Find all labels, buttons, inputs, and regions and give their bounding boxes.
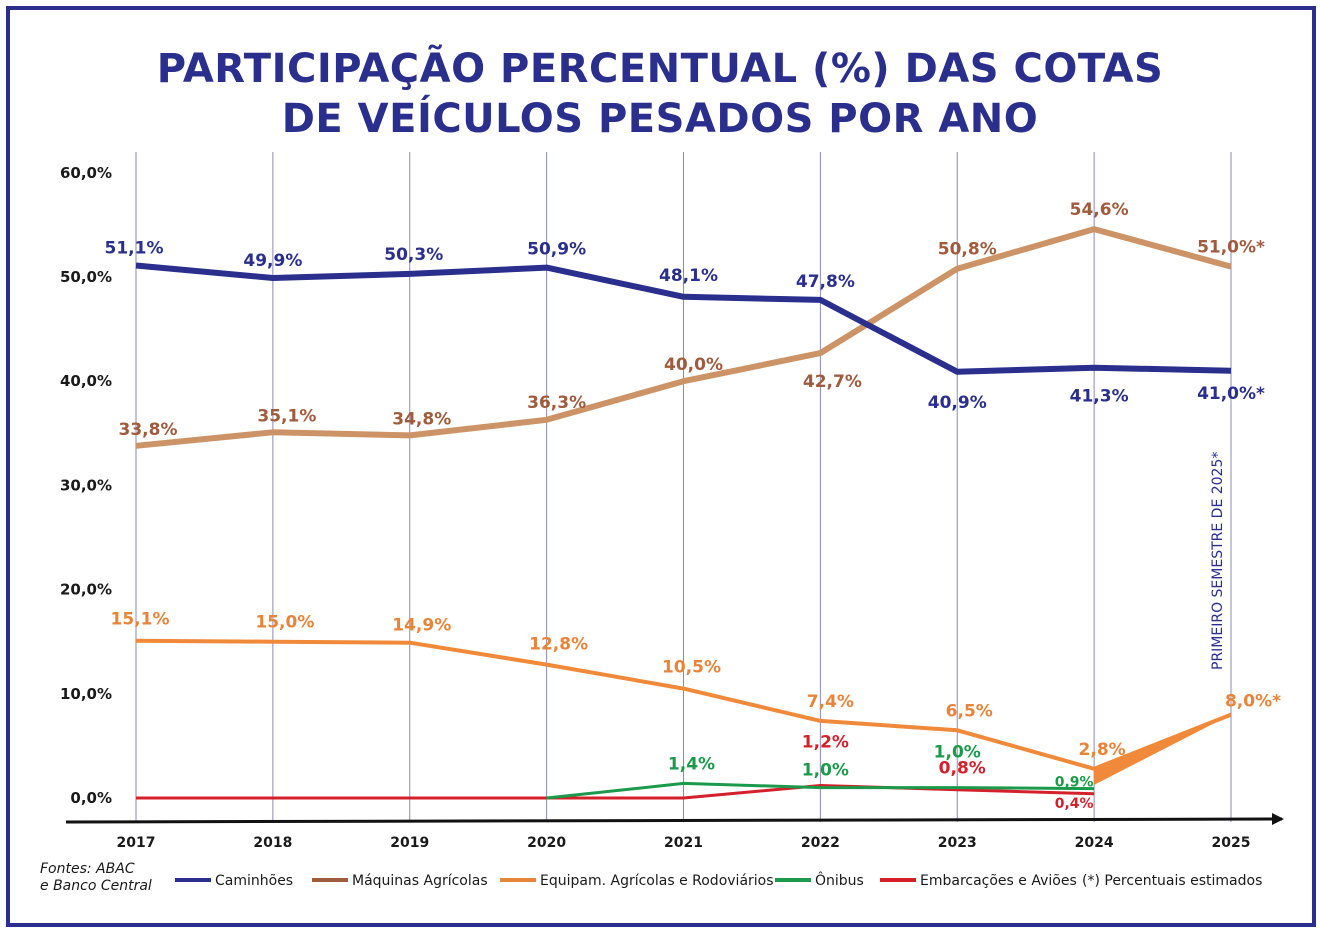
data-label: 49,9%	[243, 251, 302, 271]
title-line-1: PARTICIPAÇÃO PERCENTUAL (%) DAS COTAS	[156, 46, 1164, 92]
y-tick-label: 10,0%	[60, 685, 112, 703]
x-tick-label: 2025	[1212, 835, 1251, 851]
data-label: 1,2%	[802, 732, 849, 752]
source-line-1: Fontes: ABAC	[40, 861, 135, 877]
data-label: 41,3%	[1070, 387, 1129, 407]
x-axis-line	[65, 813, 1284, 826]
data-label: 50,9%	[527, 240, 586, 260]
legend-label: Caminhões	[215, 873, 293, 889]
data-label: 50,8%	[938, 240, 997, 260]
x-tick-label: 2018	[253, 835, 292, 851]
vertical-note: PRIMEIRO SEMESTRE DE 2025*	[1210, 452, 1226, 670]
data-label: 1,0%	[934, 743, 981, 763]
data-label: 1,4%	[668, 754, 715, 774]
data-label: 0,9%	[1055, 775, 1094, 791]
data-label: 12,8%	[529, 635, 588, 655]
data-label: 7,4%	[807, 692, 854, 712]
x-tick-label: 2023	[938, 835, 977, 851]
estimate-wedge	[1094, 714, 1231, 785]
legend-label: Equipam. Agrícolas e Rodoviários	[540, 873, 774, 889]
y-tick-label: 30,0%	[60, 476, 112, 494]
data-label: 35,1%	[257, 406, 316, 426]
data-label: 2,8%	[1079, 740, 1126, 760]
y-tick-label: 40,0%	[60, 372, 112, 390]
data-label: 14,9%	[392, 616, 451, 636]
series-lines	[135, 226, 1232, 800]
data-label: 33,8%	[119, 420, 178, 440]
data-label: 36,3%	[527, 393, 586, 413]
data-label: 8,0%*	[1225, 692, 1281, 712]
series-line-1	[135, 226, 1232, 449]
x-tick-label: 2022	[801, 835, 840, 851]
data-label: 51,0%*	[1197, 238, 1265, 258]
y-tick-label: 0,0%	[70, 789, 112, 807]
source-line-2: e Banco Central	[40, 878, 152, 894]
y-tick-label: 50,0%	[60, 268, 112, 286]
data-label: 6,5%	[946, 701, 993, 721]
data-label: 48,1%	[659, 266, 718, 286]
legend-label: Ônibus	[815, 871, 864, 889]
title-line-2: DE VEÍCULOS PESADOS POR ANO	[281, 96, 1039, 142]
vertical-gridlines	[135, 152, 1232, 822]
data-label: 0,4%	[1055, 796, 1094, 812]
x-tick-label: 2017	[117, 835, 156, 851]
data-label: 15,1%	[111, 610, 170, 630]
x-tick-label: 2020	[527, 835, 566, 851]
x-tick-label: 2021	[664, 835, 703, 851]
data-label: 34,8%	[392, 409, 451, 429]
y-tick-label: 20,0%	[60, 581, 112, 599]
estimated-note: (*) Percentuais estimados	[1082, 873, 1262, 889]
data-label: 54,6%	[1070, 200, 1129, 220]
data-label: 41,0%*	[1197, 384, 1265, 404]
data-label: 50,3%	[384, 245, 443, 265]
data-label: 10,5%	[662, 658, 721, 678]
data-labels: 51,1% 49,9% 50,3% 50,9% 48,1% 47,8% 40,9% 41,3%…	[105, 200, 1282, 812]
series-line-0	[135, 262, 1232, 375]
data-label: 42,7%	[803, 372, 862, 392]
series-line-2	[135, 638, 1232, 771]
data-label: 47,8%	[796, 272, 855, 292]
x-axis: 2017 2018 2019 2020 2021 2022 2023 2024 2025	[65, 813, 1284, 851]
x-tick-label: 2024	[1075, 835, 1114, 851]
chart-title: PARTICIPAÇÃO PERCENTUAL (%) DAS COTAS DE…	[0, 44, 1320, 144]
y-axis: 0,0% 10,0% 20,0% 30,0% 40,0% 50,0% 60,0%	[60, 164, 112, 807]
data-label: 40,0%	[664, 355, 723, 375]
data-label: 15,0%	[255, 613, 314, 633]
data-label: 51,1%	[105, 239, 164, 259]
legend-label: Embarcações e Aviões	[920, 873, 1077, 889]
x-tick-label: 2019	[390, 835, 429, 851]
data-label: 0,8%	[939, 759, 986, 779]
data-label: 1,0%	[802, 761, 849, 781]
legend: Caminhões Máquinas Agrícolas Equipam. Agrí…	[175, 871, 1262, 889]
y-tick-label: 60,0%	[60, 164, 112, 182]
legend-label: Máquinas Agrícolas	[352, 873, 488, 889]
series-line-3	[546, 781, 1095, 800]
data-label: 40,9%	[928, 393, 987, 413]
